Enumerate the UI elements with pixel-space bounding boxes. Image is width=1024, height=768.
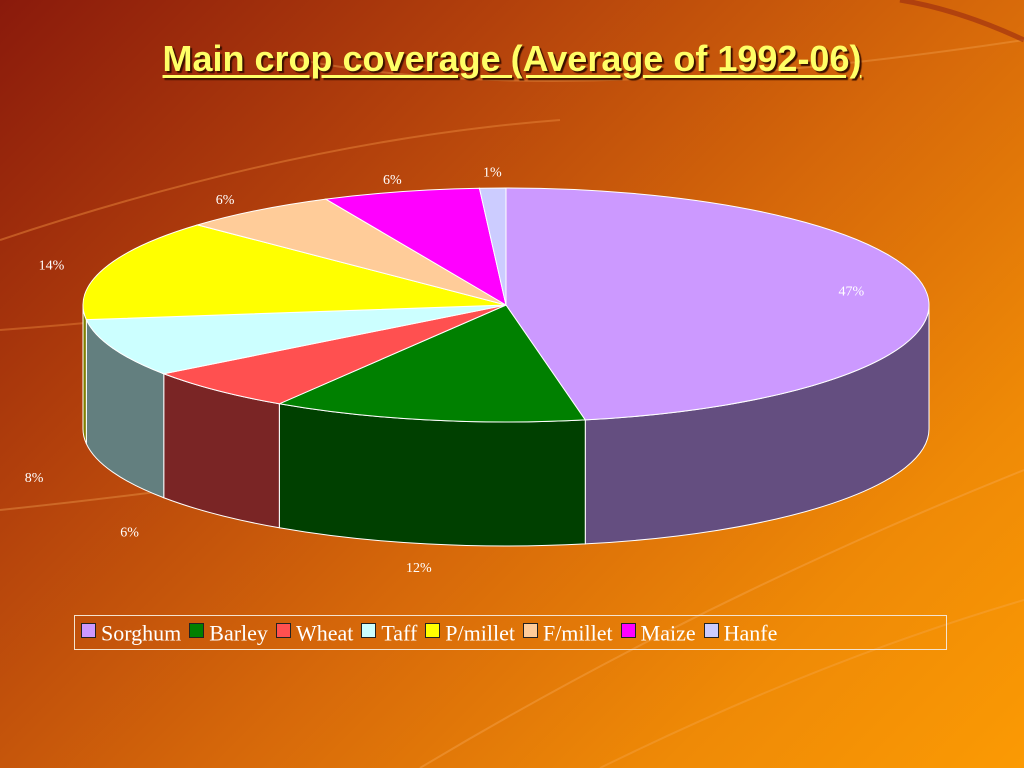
legend-label: P/millet <box>445 620 515 646</box>
legend-swatch <box>361 623 377 639</box>
legend-label: Taff <box>381 620 418 646</box>
legend-label: Hanfe <box>723 620 778 646</box>
legend-item-wheat: Wheat <box>275 616 354 649</box>
legend-swatch <box>522 623 538 639</box>
pie-tops <box>82 187 930 423</box>
legend-label: Sorghum <box>101 620 182 646</box>
legend-label: F/millet <box>542 620 613 646</box>
data-label-wheat: 6% <box>120 525 139 540</box>
legend-item-f-millet: F/millet <box>522 616 613 649</box>
pie-slice-maize <box>324 187 507 307</box>
legend-label: Maize <box>640 620 696 646</box>
pie-side-p-millet <box>82 304 87 444</box>
data-label-maize: 6% <box>383 173 402 188</box>
data-label-barley: 12% <box>406 561 432 576</box>
data-label-p-millet: 14% <box>39 259 65 274</box>
legend-item-sorghum: Sorghum <box>81 616 181 649</box>
chart-title: Main crop coverage (Average of 1992-06) <box>162 38 862 79</box>
data-label-hanfets: 1% <box>483 166 502 181</box>
pie-slice-sorghum <box>505 187 930 421</box>
pie-slice-taff <box>85 304 507 375</box>
legend-swatch <box>703 623 719 639</box>
legend-label: Wheat <box>295 620 354 646</box>
legend-item-hanfets: Hanfe <box>703 616 778 649</box>
pie-slice-barley <box>277 304 587 423</box>
legend-item-taff: Taff <box>361 616 417 649</box>
pie-slice-p-millet <box>82 224 507 321</box>
pie-side-barley <box>278 403 586 547</box>
legend-item-maize: Maize <box>620 616 696 649</box>
legend-swatch <box>81 623 96 639</box>
data-label-taff: 8% <box>25 471 44 486</box>
legend-item-barley: Barley <box>189 616 268 649</box>
legend-swatch <box>275 623 291 639</box>
legend-swatch <box>620 623 636 639</box>
legend-label: Barley <box>209 620 268 646</box>
data-label-f-millet: 6% <box>216 193 235 208</box>
legend: Sorghum Barley Wheat Taff P/millet F/millet Ma… <box>74 615 947 650</box>
pie-slice-hanfets <box>478 187 507 306</box>
legend-swatch <box>425 623 441 639</box>
pie-slice-wheat <box>161 304 507 405</box>
legend-swatch <box>189 623 205 639</box>
pie-labels: 47% 12% 6% 8% 14% 6% 6% 1% <box>25 166 865 576</box>
pie-slice-f-millet <box>195 198 507 306</box>
legend-item-p-millet: P/millet <box>425 616 515 649</box>
data-label-sorghum: 47% <box>838 285 864 300</box>
